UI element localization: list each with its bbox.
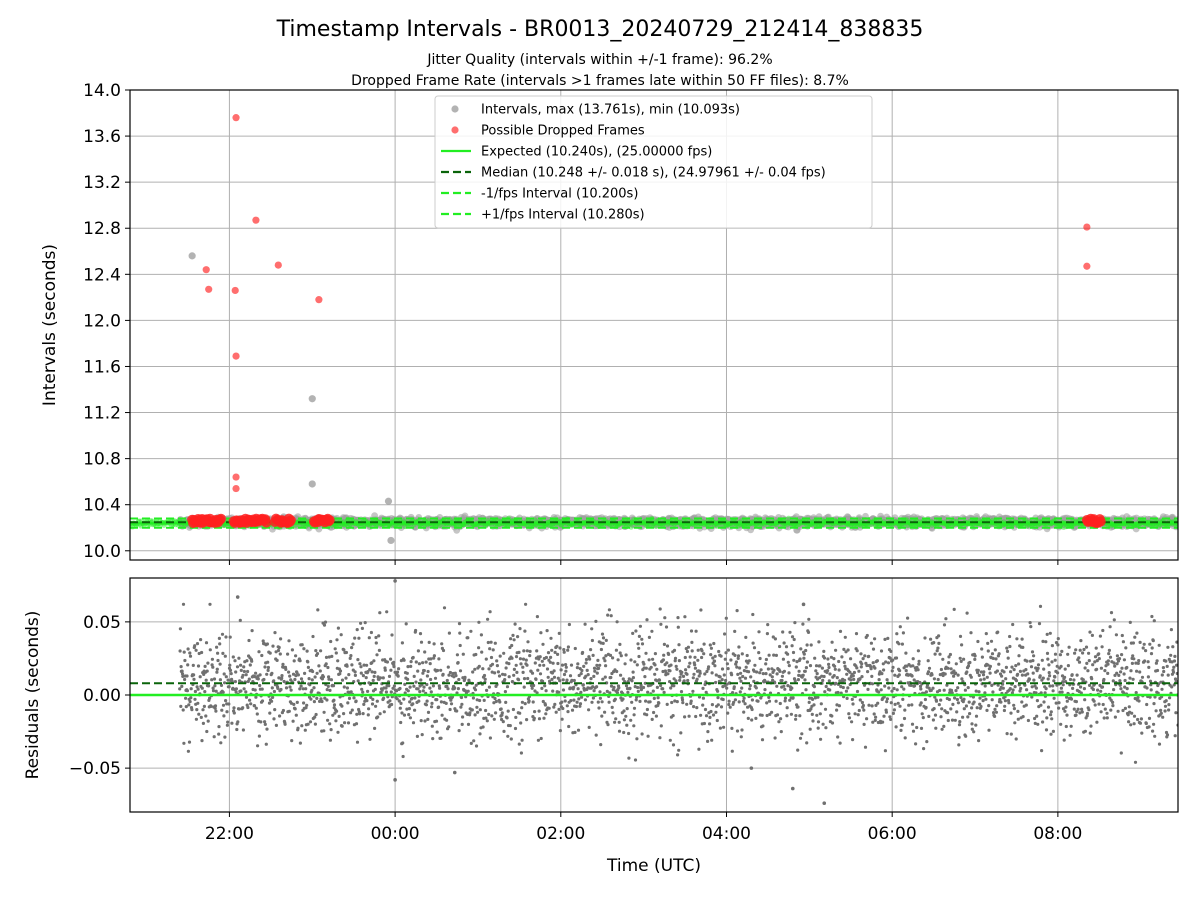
intervals-panel: 10.010.410.811.211.612.012.412.813.213.6… <box>83 81 1179 565</box>
intervals-plot-area <box>130 114 1178 545</box>
chart-subtitle-jitter: Jitter Quality (intervals within +/-1 fr… <box>426 52 772 68</box>
chart-title: Timestamp Intervals - BR0013_20240729_21… <box>276 17 924 42</box>
chart-subtitle-dropped: Dropped Frame Rate (intervals >1 frames … <box>351 73 849 89</box>
